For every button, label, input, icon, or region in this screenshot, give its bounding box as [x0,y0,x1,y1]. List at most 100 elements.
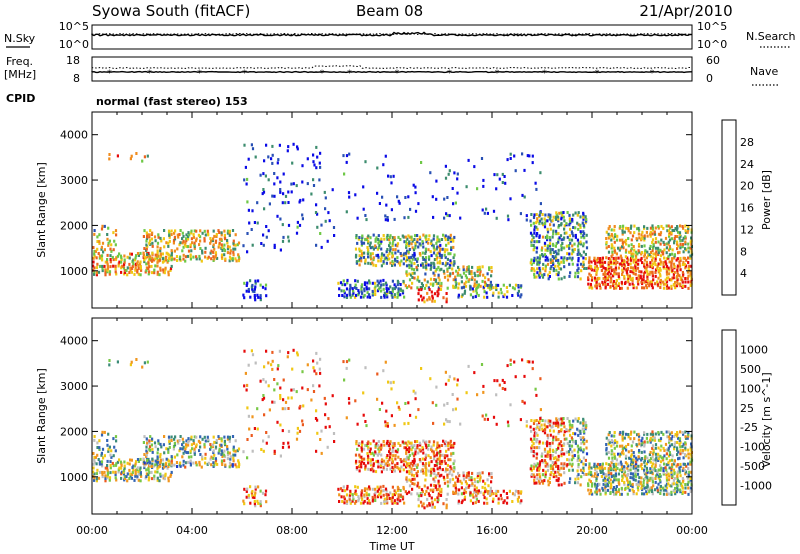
velocity-cell-1931 [635,466,638,470]
power-cell-282 [171,257,174,261]
power-cell-265 [161,257,164,261]
velocity-cell-630 [259,500,262,504]
power-cell-2266 [649,230,652,234]
power-cell-1301 [520,284,523,288]
velocity-cell-561 [296,351,299,355]
power-cell-1955 [642,278,645,282]
velocity-cell-1106 [418,485,421,489]
power-cell-1368 [456,177,459,181]
power-cell-1524 [546,227,549,231]
power-cell-1314 [365,218,368,222]
power-cell-1600 [560,277,563,281]
velocity-cell-1911 [630,463,633,466]
power-cell-1557 [551,242,555,246]
power-cell-101 [136,268,139,272]
velocity-cell-1644 [568,452,571,456]
velocity-cell-2023 [658,473,662,476]
power-cell-2166 [613,240,616,244]
power-cell-1310 [354,193,357,197]
power-cell-1440 [532,236,535,240]
velocity-cell-2188 [621,436,624,440]
velocity-cell-544 [287,445,290,449]
velocity-cell-2320 [668,451,671,455]
velocity-cell-1143 [440,487,443,491]
power-cell-1779 [595,258,598,262]
power-cell-79 [129,268,132,272]
velocity-cell-66 [123,477,127,480]
power-cell-764 [356,241,359,245]
velocity-cell-2143 [605,446,608,450]
velocity-cell-1709 [583,472,586,476]
power-cell-1675 [574,233,577,237]
power-cell-924 [404,240,408,244]
velocity-cell-1863 [618,482,621,486]
velocity-cell-2118 [683,468,686,472]
power-cell-174 [169,267,173,271]
power-cell-200 [106,237,109,241]
velocity-cell-435 [226,447,229,451]
power-cell-1138 [437,275,440,279]
power-cell-514 [267,178,270,182]
velocity-cell-2175 [616,440,619,444]
velocity-cell-873 [389,440,392,444]
power-cell-1715 [582,244,585,248]
velocity-cell-421 [220,437,223,441]
power-cell-1250 [471,287,474,291]
power-cell-1125 [433,278,436,281]
power-cell-2204 [627,227,630,230]
power-cell-183 [94,249,97,253]
power-cell-799 [367,241,370,245]
velocity-cell-2339 [673,447,676,451]
power-cell-1953 [643,286,646,290]
velocity-cell-758 [402,485,405,489]
power-cell-781 [360,241,363,245]
power-cell-2393 [690,242,693,246]
velocity-cell-468 [108,363,111,367]
power-cell-706 [377,287,380,291]
power-cell-1332 [393,217,396,221]
velocity-cell-2117 [685,470,688,474]
velocity-cell-2100 [678,466,681,470]
power-cell-1776 [596,267,599,271]
velocity-cell-1694 [576,419,579,423]
velocity-cell-522 [273,449,276,453]
power-cell-1977 [645,256,648,260]
velocity-cell-1659 [572,456,575,460]
velocity-cell-905 [399,458,402,461]
velocity-cell-489 [251,449,254,453]
velocity-cell-1920 [631,472,635,476]
power-cell-1713 [582,256,585,260]
power-cell-1719 [583,232,586,236]
power-cell-2213 [629,226,632,230]
power-cell-724 [386,289,389,293]
velocity-cell-954 [412,454,416,458]
velocity-cell-730 [389,491,392,495]
power-cell-247 [154,239,157,243]
power-cell-1794 [600,269,603,272]
velocity-cell-193 [101,447,105,451]
velocity-cell-1740 [587,484,590,488]
velocity-cell-797 [366,454,370,458]
velocity-cell-2255 [646,456,649,460]
velocity-cell-462 [237,465,240,469]
velocity-cell-2195 [625,448,628,452]
velocity-cell-1789 [599,463,602,466]
velocity-cell-19 [101,475,104,479]
velocity-cell-424 [223,459,226,463]
velocity-cell-260 [159,455,162,459]
power-cell-411 [221,257,224,260]
power-cell-958 [413,238,416,241]
velocity-cell-731 [391,501,394,505]
velocity-cell-2048 [667,492,670,496]
power-cell-280 [168,231,171,235]
velocity-cell-511 [265,349,268,353]
power-cell-1774 [595,271,598,274]
velocity-cell-529 [277,364,280,368]
velocity-cell-2015 [657,468,660,472]
velocity-cell-941 [411,463,414,467]
velocity-cell-1479 [538,425,542,429]
velocity-cell-1614 [561,419,564,423]
velocity-cell-1164 [454,483,457,487]
power-cell-1298 [519,295,522,299]
power-cell-1328 [387,174,390,178]
